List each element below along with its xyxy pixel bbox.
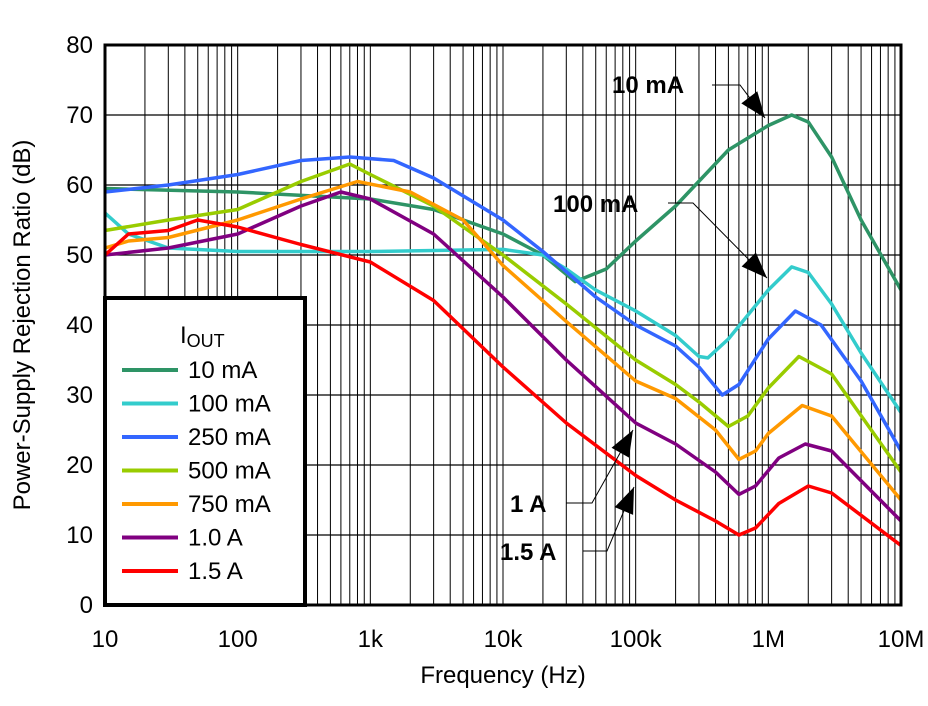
series-line-1-5-a [103,218,903,547]
x-tick-label: 10k [484,626,524,653]
legend-label: 1.0 A [188,525,243,552]
annotation-label: 1.5 A [500,539,556,566]
arrowhead-icon [741,91,765,118]
y-tick-label: 20 [66,452,93,479]
annotation-label: 10 mA [612,72,684,99]
x-tick-label: 100k [610,626,663,653]
annotation-label: 1 A [510,491,546,518]
legend-box [103,296,307,607]
x-tick-label: 10M [878,626,925,653]
arrowhead-icon [614,487,634,515]
y-tick-label: 80 [66,32,93,59]
tick-labels: 10 100 1k 10k 100k 1M 10M 0 10 20 30 40 50 60 70 80 [66,32,924,653]
y-tick-label: 40 [66,312,93,339]
y-tick-label: 30 [66,382,93,409]
y-tick-label: 70 [66,102,93,129]
legend-label: 10 mA [188,357,257,384]
annotation-label: 100 mA [553,191,638,218]
series-line-250-ma [104,155,903,452]
legend-label: 100 mA [188,391,271,418]
x-tick-label: 10 [92,626,119,653]
series-line-500-ma [104,162,903,474]
legend-label: 1.5 A [188,558,243,585]
annotation-leader [566,429,634,504]
y-tick-label: 60 [66,172,93,199]
legend-label: 500 mA [188,458,271,485]
x-tick-label: 1M [752,626,785,653]
y-axis-title: Power-Supply Rejection Ratio (dB) [9,140,36,511]
arrowhead-icon [611,430,633,458]
series-line-1-0-a [104,190,903,523]
plot-frame [103,43,903,607]
x-tick-label: 100 [218,626,258,653]
y-tick-label: 50 [66,242,93,269]
legend-title: IOUT [180,322,225,351]
legend-label: 750 mA [188,491,271,518]
x-tick-label: 1k [358,626,384,653]
y-tick-label: 0 [80,592,93,619]
series-line-750-ma [104,179,903,502]
annotation-leader [668,202,768,279]
y-tick-label: 10 [66,522,93,549]
annotations: 10 mA 100 mA 1 A 1.5 A [500,72,768,566]
series-lines [103,113,903,547]
legend-label: 250 mA [188,424,271,451]
series-line-10-ma [104,113,903,291]
arrowhead-icon [741,252,767,278]
x-axis-title: Frequency (Hz) [420,662,585,689]
series-line-100-ma [103,211,903,414]
legend: IOUT 10 mA 100 mA 250 mA 500 mA 750 mA 1.0 A 1.… [103,296,307,607]
